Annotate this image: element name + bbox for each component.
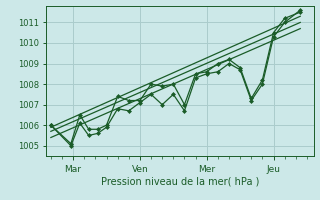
X-axis label: Pression niveau de la mer( hPa ): Pression niveau de la mer( hPa ) bbox=[101, 177, 259, 187]
